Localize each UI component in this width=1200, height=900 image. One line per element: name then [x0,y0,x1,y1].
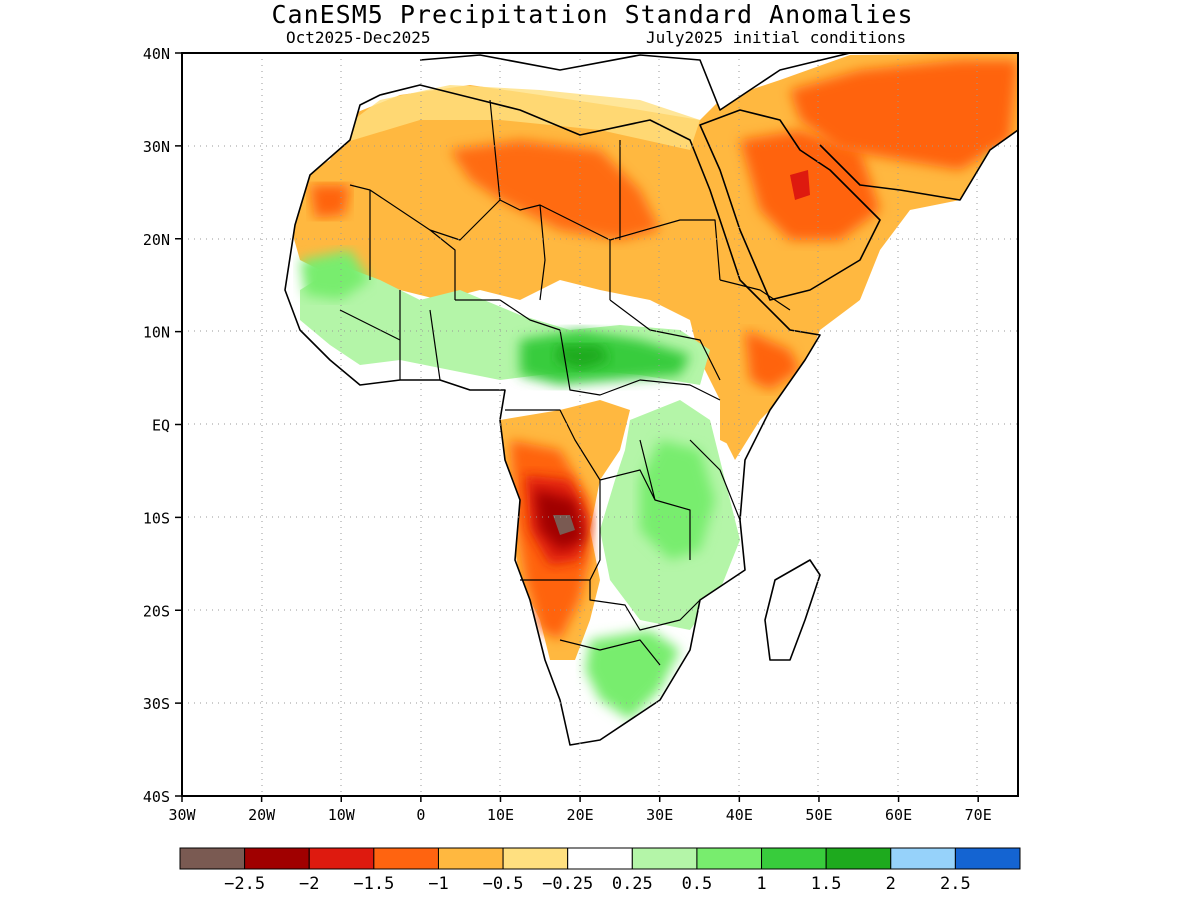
colorbar-swatch [761,847,827,870]
madagascar-coastline [764,559,821,661]
colorbar-swatch [825,847,892,870]
lat-tick-label: 40N [143,45,170,63]
lat-tick-label: 10S [143,509,170,527]
lat-tick-label: 30N [143,138,170,156]
lon-tick-label: 30W [168,806,196,824]
colorbar-swatch [308,847,375,870]
arabia-strong-dry [790,170,810,200]
colorbar-swatch [373,847,439,870]
colorbar-label: 2 [886,874,896,894]
somalia-moderate-dry [745,330,800,390]
southern-africa-wet [585,630,680,720]
colorbar-swatch [567,847,633,870]
lon-tick-label: 10E [487,806,514,824]
map-title: CanESM5 Precipitation Standard Anomalies [271,0,914,29]
lon-tick-label: 70E [965,806,992,824]
colorbar-swatch [244,847,310,870]
colorbar-label: −0.25 [542,874,593,894]
colorbar-swatch [179,847,246,870]
lat-tick-label: EQ [152,417,170,435]
colorbar-label: 0.25 [612,874,653,894]
central-africa-strong-wet [555,345,610,370]
colorbar-swatch [696,847,763,870]
colorbar-label: −2.5 [224,874,265,894]
colorbar-label: −1 [428,874,448,894]
colorbar-swatch [631,847,698,870]
colorbar-swatch [502,847,569,870]
country-borders [339,99,791,666]
lon-tick-label: 20W [248,806,276,824]
iran-coastline [819,129,1018,201]
iran-moderate-dry [790,60,1018,170]
colorbar-label: −2 [299,874,319,894]
forecast-period: Oct2025-Dec2025 [286,28,431,47]
colorbar-label: −1.5 [353,874,394,894]
sahara-moderate-dry [450,140,660,240]
colorbar-label: 0.5 [682,874,713,894]
colorbar-label: 1.5 [811,874,842,894]
lat-tick-label: 20S [143,602,170,620]
mediterranean-north-coast [419,53,851,111]
lon-tick-label: 20E [567,806,594,824]
colorbar-label: 2.5 [940,874,971,894]
colorbar-label: 1 [756,874,766,894]
colorbar-swatch [954,847,1021,870]
lat-tick-label: 10N [143,324,170,342]
west-africa-wet [300,250,370,300]
colorbar-label: −0.5 [483,874,524,894]
lat-tick-label: 30S [143,695,170,713]
lon-tick-label: 40E [726,806,753,824]
angola-extreme-dry [553,515,575,535]
coastlines-and-borders [284,53,1018,746]
latitude-axis: 40N 30N 20N 10N EQ 10S 20S 30S 40S [143,45,182,806]
lon-tick-label: 30E [646,806,673,824]
initial-conditions: July2025 initial conditions [646,28,907,47]
lon-tick-label: 50E [805,806,832,824]
east-africa-moderate-wet [640,440,715,560]
colorbar-swatch [437,847,504,870]
anomaly-shading [290,53,1018,720]
longitude-axis: 30W 20W 10W 0 10E 20E 30E 40E 50E 60E 70E [168,796,992,824]
arabia-moderate-dry [740,130,880,240]
graticule [182,53,1018,796]
west-sahara-dry [310,185,350,218]
africa-coastline [284,84,821,746]
lon-tick-label: 0 [416,806,425,824]
colorbar-swatch [890,847,956,870]
lon-tick-label: 60E [885,806,912,824]
lat-tick-label: 40S [143,788,170,806]
lat-tick-label: 20N [143,231,170,249]
lon-tick-label: 10W [328,806,356,824]
colorbar: −2.5 −2 −1.5 −1 −0.5 −0.25 0.25 0.5 1 1.5 2 2.5 [179,847,1021,894]
north-coast-near-normal [320,85,700,150]
arabia-coastline [699,109,881,301]
